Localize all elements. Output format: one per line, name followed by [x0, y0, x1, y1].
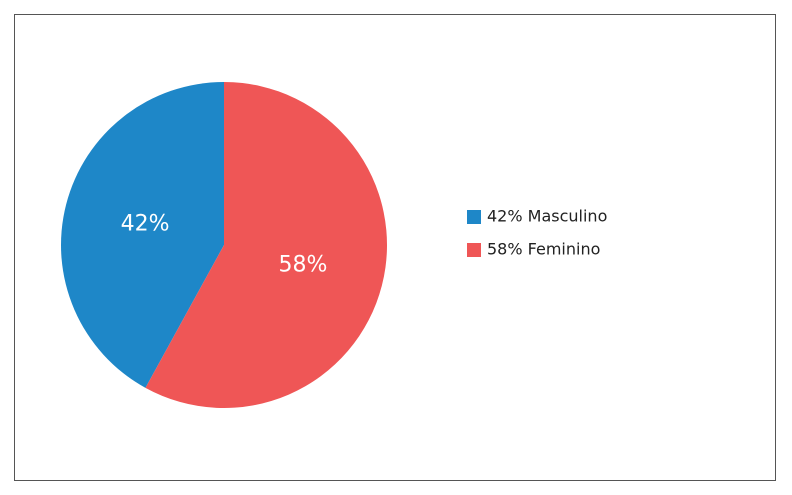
legend-label: 42% Masculino [487, 207, 607, 226]
slice-label: 42% [121, 212, 170, 237]
slice-label: 58% [278, 252, 327, 277]
legend-label: 58% Feminino [487, 240, 600, 259]
legend-swatch [467, 243, 481, 257]
pie-slice [145, 82, 387, 408]
pie-slice [61, 82, 225, 388]
legend-swatch [467, 210, 481, 224]
